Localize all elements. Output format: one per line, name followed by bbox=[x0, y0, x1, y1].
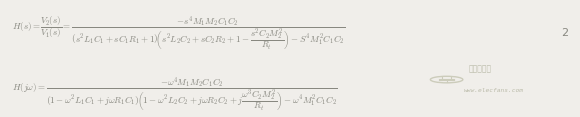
Text: 2: 2 bbox=[561, 28, 568, 38]
Text: www.elecfans.com: www.elecfans.com bbox=[464, 88, 524, 93]
Text: $\mathit{H}(j\omega) = \dfrac{-\omega^4 M_1 M_2 C_1 C_2}{\left(1 - \omega^2 L_1 : $\mathit{H}(j\omega) = \dfrac{-\omega^4 … bbox=[12, 75, 338, 113]
Text: 电子发烧友: 电子发烧友 bbox=[469, 65, 492, 73]
Text: $\mathit{H}(s) = \dfrac{V_{\!2}(s)}{V_{\!1}(s)} = \dfrac{-s^4 M_1 M_2 C_1 C_2}{\: $\mathit{H}(s) = \dfrac{V_{\!2}(s)}{V_{\… bbox=[12, 14, 345, 52]
